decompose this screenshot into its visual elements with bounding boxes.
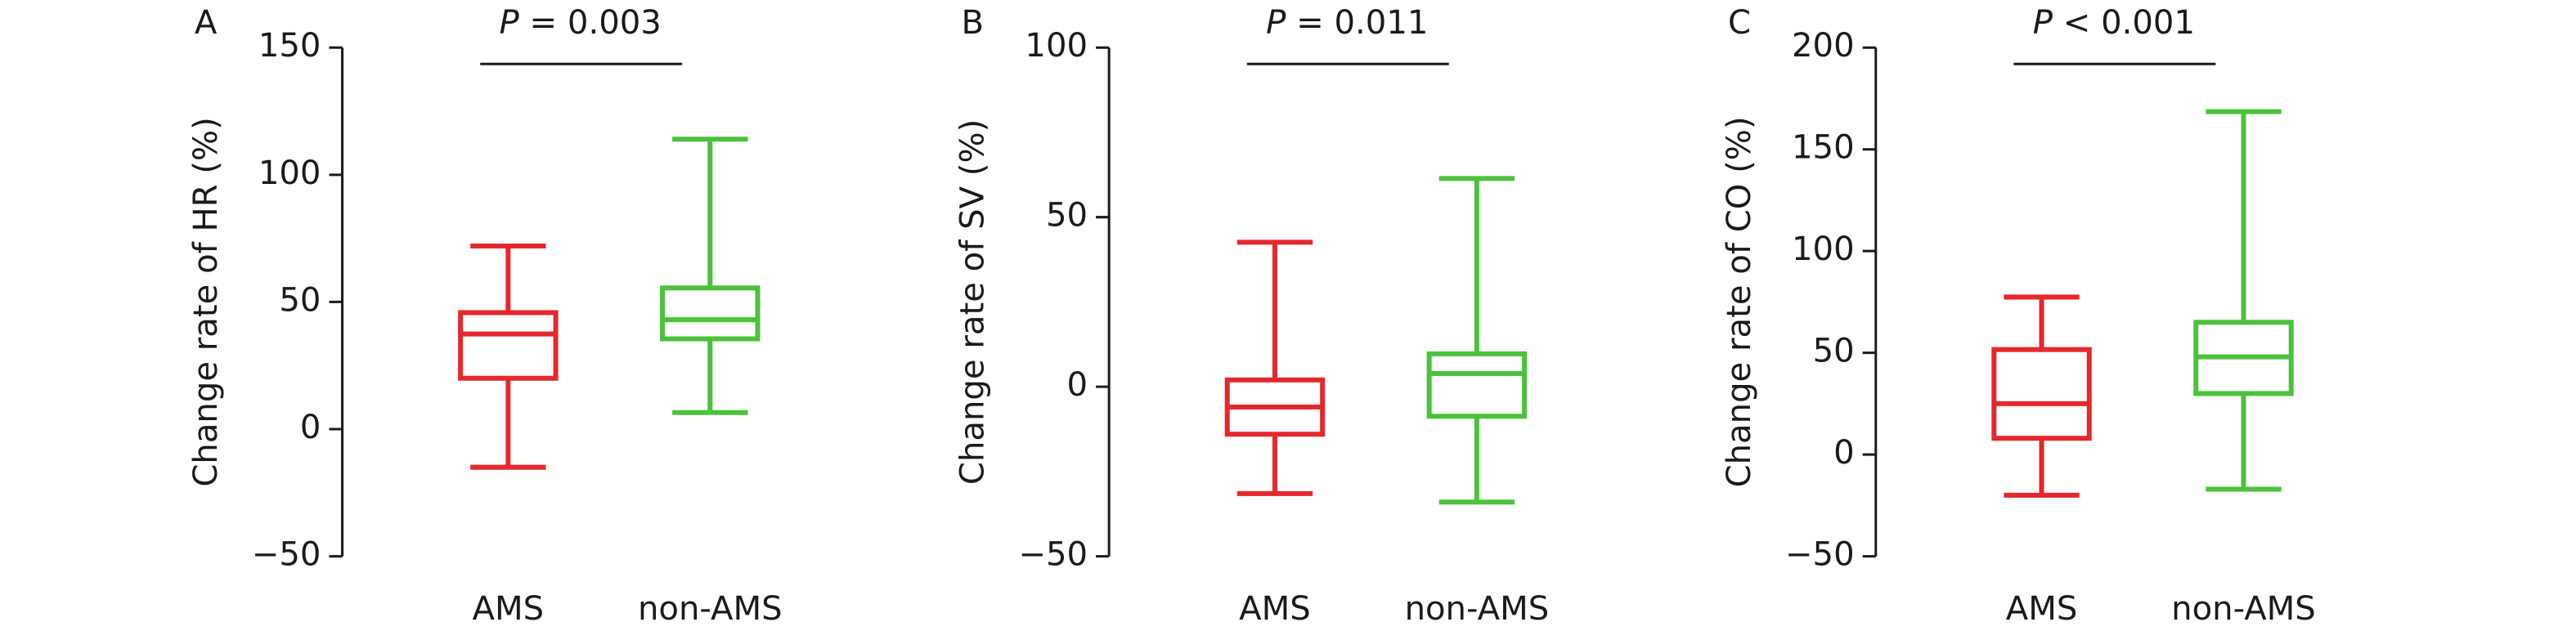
y-axis-title: Change rate of HR (%) xyxy=(187,117,225,486)
panel: A −50 0 50 100 150 Change rate of HR (%) P = 0.… xyxy=(187,4,783,628)
p-value: = 0.003 xyxy=(530,4,662,42)
y-tick-label: 100 xyxy=(1792,230,1855,268)
panel: C −50 0 50 100 150 200 Change rate of CO (%) P <… xyxy=(1721,4,2316,628)
x-tick-label: AMS xyxy=(473,590,545,628)
panel-label: B xyxy=(961,4,984,42)
p-symbol: P xyxy=(1266,4,1286,42)
y-tick-label: 100 xyxy=(258,154,321,192)
y-tick-label: 200 xyxy=(1792,27,1855,65)
y-tick-label: 50 xyxy=(279,281,321,319)
y-tick-label: 0 xyxy=(1067,366,1088,404)
panel: B −50 0 50 100 Change rate of SV (%) P = 0.011… xyxy=(954,4,1550,628)
annotation: P = 0.003 xyxy=(500,4,662,42)
panel-label: C xyxy=(1728,4,1751,42)
y-axis-title: Change rate of CO (%) xyxy=(1721,116,1758,487)
y-tick-label: 150 xyxy=(1792,129,1855,167)
box xyxy=(1426,351,1528,419)
box xyxy=(1991,347,2092,441)
box xyxy=(660,285,761,342)
y-tick-label: −50 xyxy=(252,536,321,574)
annotation: P = 0.011 xyxy=(1266,4,1428,42)
panel-label: A xyxy=(195,4,218,42)
x-tick-label: non-AMS xyxy=(1405,590,1550,628)
box xyxy=(458,310,559,381)
y-tick-label: −50 xyxy=(1785,536,1855,574)
y-tick-label: 100 xyxy=(1025,27,1088,65)
p-symbol: P xyxy=(500,4,520,42)
x-tick-label: non-AMS xyxy=(2171,590,2316,628)
y-tick-label: 150 xyxy=(258,27,321,65)
y-tick-label: 50 xyxy=(1813,333,1855,370)
p-symbol: P xyxy=(2033,4,2053,42)
p-value: = 0.011 xyxy=(1296,4,1428,42)
y-tick-label: 0 xyxy=(300,409,321,446)
y-tick-label: 0 xyxy=(1833,434,1855,472)
y-axis-title: Change rate of SV (%) xyxy=(954,119,992,485)
y-tick-label: 50 xyxy=(1046,197,1088,235)
x-tick-label: AMS xyxy=(2006,590,2078,628)
y-tick-label: −50 xyxy=(1018,536,1088,574)
p-value: < 0.001 xyxy=(2063,4,2195,42)
x-tick-label: AMS xyxy=(1239,590,1311,628)
x-tick-label: non-AMS xyxy=(638,590,783,628)
annotation: P < 0.001 xyxy=(2033,4,2195,42)
